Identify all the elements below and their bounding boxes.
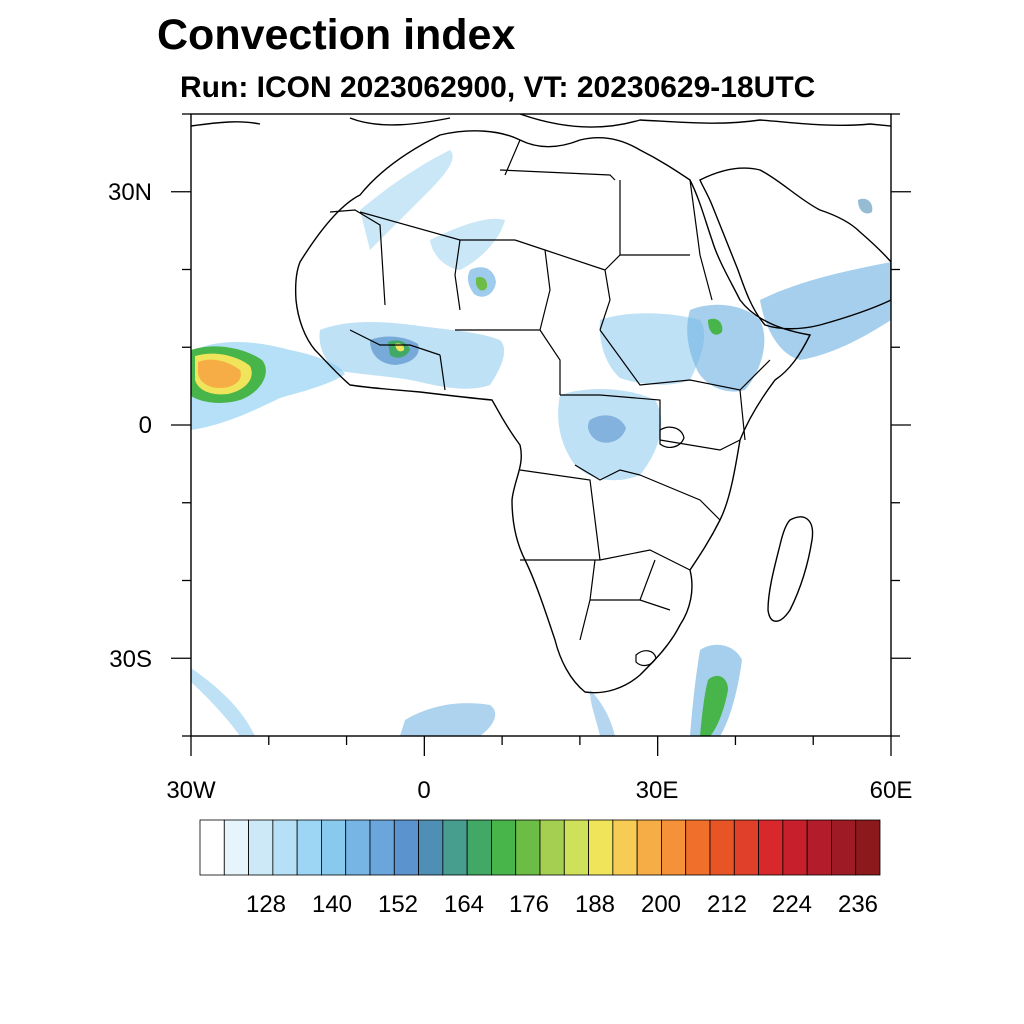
convection-region-congo-cells [588,415,626,443]
lon-label-60e: 60E [870,777,913,804]
colorbar-swatch [248,819,274,876]
colorbar-swatch [831,819,857,876]
colorbar-swatch [466,819,492,876]
lon-label-0: 0 [417,777,430,804]
axis-ticks [171,113,911,756]
convection-region-persian-gulf [858,198,873,214]
colorbar-swatch [369,819,395,876]
colorbar-swatch [321,819,347,876]
colorbar-label: 152 [378,891,418,918]
lat-label-30n: 30N [108,179,152,206]
arabian-peninsula-coastline [699,167,891,330]
lon-label-30w: 30W [166,777,216,804]
colorbar-label: 212 [707,891,747,918]
colorbar-swatch [296,819,322,876]
plot-title: Convection index [157,11,516,59]
colorbar-swatch [636,819,662,876]
national-borders [329,139,771,641]
colorbar-swatch [272,819,298,876]
colorbar-swatch [782,819,808,876]
convection-region-ethiopia [687,304,765,392]
colorbar-swatch [612,819,638,876]
axis-tick-labels: 30N 0 30S 30W 0 30E 60E [108,179,912,804]
colorbar-swatch [442,819,468,876]
colorbar-label: 176 [509,891,549,918]
lat-label-30s: 30S [109,646,152,673]
colorbar-swatch [733,819,759,876]
convection-region-atlantic-core-orange [198,359,241,388]
colorbar-swatch [806,819,832,876]
colorbar-label: 236 [838,891,878,918]
colorbar-swatch [709,819,735,876]
colorbar-label: 188 [575,891,615,918]
colorbar-swatch [855,819,881,876]
lat-label-0: 0 [139,412,152,439]
colorbar-swatch [685,819,711,876]
colorbar-labels: 128 140 152 164 176 188 200 212 224 236 [246,891,878,918]
map-frame [190,113,892,737]
convection-region-central-africa [599,313,705,385]
colorbar-label: 224 [772,891,812,918]
colorbar-label: 128 [246,891,286,918]
convection-region-niger-core [476,277,488,291]
convection-region-southwest-band [191,668,255,736]
lake-victoria [659,426,685,448]
colorbar-swatch [515,819,541,876]
coastlines-borders [191,114,891,694]
africa-coastline [294,130,812,694]
mediterranean-north-coast [191,114,891,128]
lon-label-30e: 30E [636,777,679,804]
colorbar-swatch [588,819,614,876]
colorbar-label: 140 [312,891,352,918]
convection-region-central-sahara [430,218,505,270]
colorbar-swatch [563,819,589,876]
convection-region-sahara-streak [360,150,453,250]
colorbar-label: 200 [641,891,681,918]
convection-region-arabian-sea [760,262,891,360]
lesotho-border [635,650,657,667]
convection-region-south-atlantic-front [400,703,496,736]
colorbar-swatch [491,819,517,876]
convection-region-ethiopia-core [708,318,723,335]
madagascar-coastline [767,516,814,622]
convection-field [191,150,891,736]
colorbar-swatch [758,819,784,876]
convection-region-southeast-africa-core [700,675,728,736]
colorbar-swatch [393,819,419,876]
plot-subtitle: Run: ICON 2023062900, VT: 20230629-18UTC [180,71,816,104]
colorbar-swatch [223,819,249,876]
colorbar-swatch [418,819,444,876]
convection-region-cape-front [590,690,615,736]
colorbar-swatch [661,819,687,876]
colorbar-swatch [199,819,225,876]
colorbar-swatch [345,819,371,876]
colorbar-label: 164 [444,891,484,918]
colorbar [199,819,881,876]
colorbar-swatch [539,819,565,876]
